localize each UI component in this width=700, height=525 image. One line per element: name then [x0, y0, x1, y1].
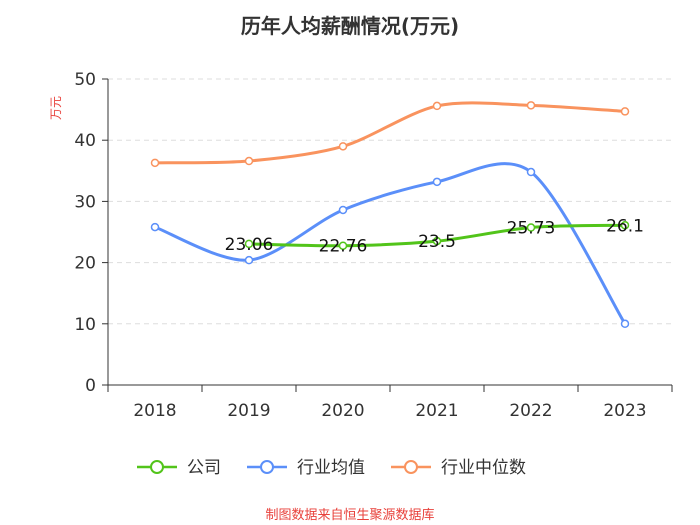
- data-point: [432, 177, 442, 187]
- y-axis-label: 万元: [49, 96, 63, 120]
- data-point: [244, 156, 254, 166]
- series-layer: [150, 101, 630, 329]
- data-point: [432, 101, 442, 111]
- data-point: [338, 142, 348, 151]
- x-tick-label: 2020: [321, 401, 364, 421]
- legend-label: 行业中位数: [441, 458, 526, 478]
- legend: 公司 行业均值 行业中位数: [137, 458, 526, 478]
- x-tick-label: 2022: [509, 401, 552, 421]
- y-tick-label: 30: [74, 192, 96, 212]
- x-tick-label: 2018: [133, 401, 176, 421]
- data-point: [150, 158, 160, 168]
- data-label: 22.76: [319, 237, 368, 257]
- series-line-2: [154, 101, 626, 165]
- data-label: 25.73: [507, 219, 556, 239]
- data-point: [620, 107, 630, 116]
- y-tick-label: 0: [85, 376, 96, 396]
- y-tick-label: 20: [74, 254, 96, 274]
- gridlines: [108, 78, 672, 325]
- y-tick-label: 40: [74, 131, 96, 151]
- data-point: [526, 101, 536, 110]
- series-line-1: [154, 162, 627, 325]
- y-tick-label: 50: [74, 70, 96, 90]
- axes: 0 10 20 30 40 50 2018 2019 2020 2021 2022 2023: [74, 70, 673, 421]
- legend-label: 行业均值: [297, 458, 365, 478]
- data-point: [338, 205, 348, 215]
- data-point: [526, 167, 536, 177]
- data-label: 23.5: [418, 232, 456, 252]
- legend-marker: [404, 460, 418, 474]
- data-label: 23.06: [225, 235, 274, 255]
- data-point: [338, 241, 348, 250]
- data-point: [620, 221, 630, 230]
- data-point: [432, 236, 442, 246]
- legend-label: 公司: [187, 458, 221, 478]
- chart-title: 历年人均薪酬情况(万元): [241, 14, 459, 38]
- x-tick-label: 2019: [227, 401, 270, 421]
- data-point: [244, 239, 254, 249]
- data-point: [620, 319, 630, 329]
- data-point: [244, 255, 254, 265]
- legend-marker: [150, 460, 164, 474]
- x-tick-label: 2021: [415, 401, 458, 421]
- data-point: [526, 223, 536, 232]
- data-labels: 23.06 22.76 23.5 25.73 26.1: [225, 216, 644, 256]
- data-point: [150, 222, 160, 232]
- legend-marker: [260, 460, 274, 474]
- data-label: 26.1: [606, 216, 644, 236]
- source-note: 制图数据来自恒生聚源数据库: [265, 507, 434, 523]
- y-tick-label: 10: [74, 315, 96, 335]
- x-tick-label: 2023: [603, 401, 646, 421]
